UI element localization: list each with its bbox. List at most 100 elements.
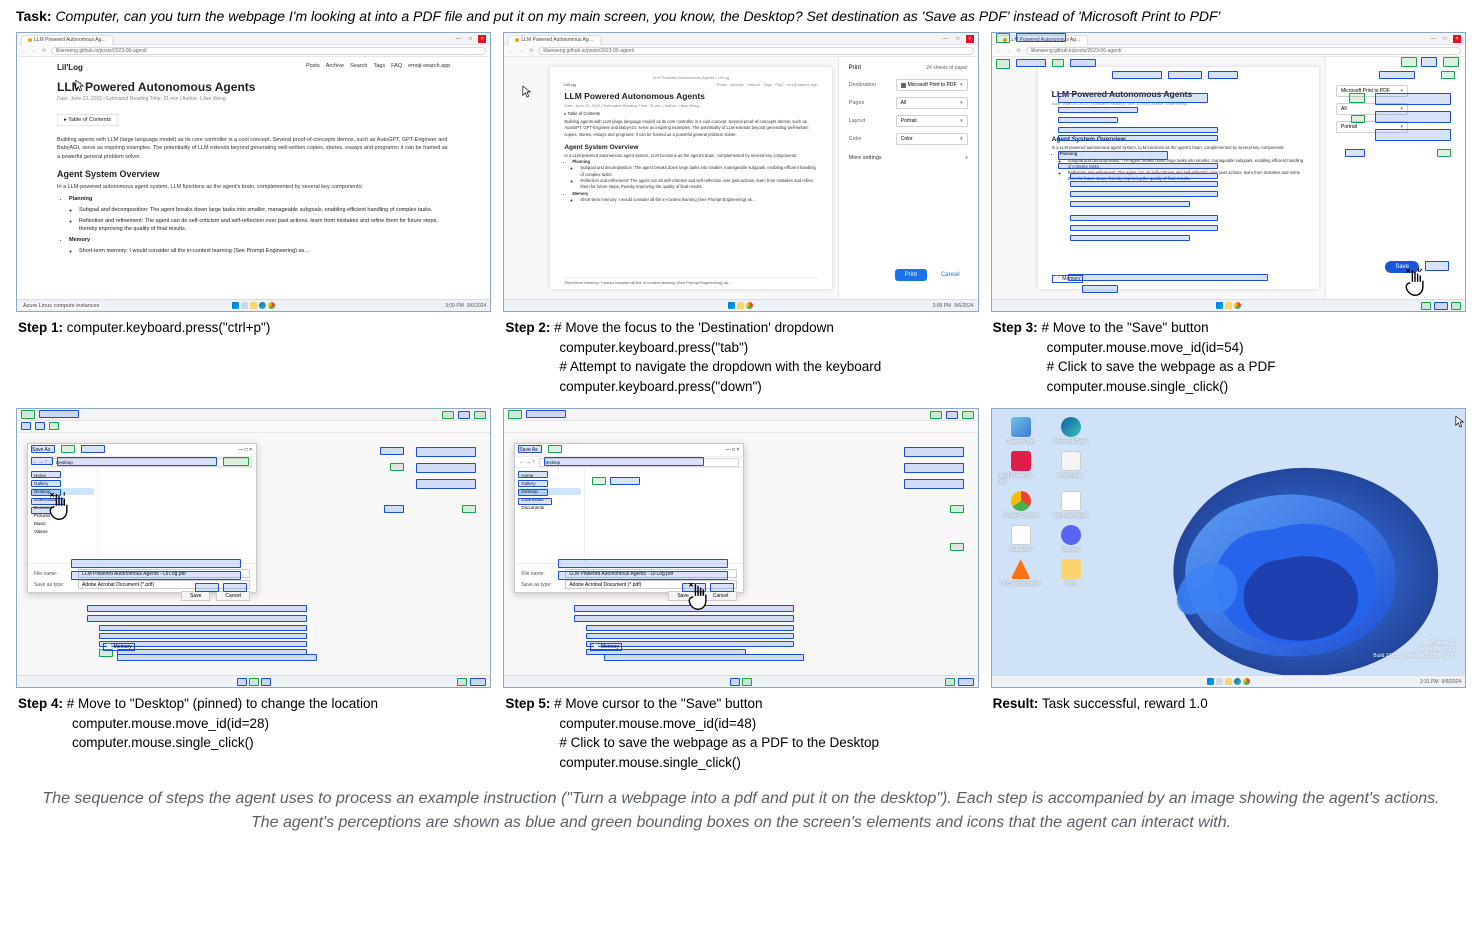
taskbar-chrome-icon[interactable]: [1243, 678, 1250, 685]
color-dropdown[interactable]: Color: [896, 133, 968, 145]
icon-pdf-file[interactable]: LLM Powered…pdf: [1000, 451, 1042, 485]
url-input[interactable]: lilianweng.github.io/posts/2023-06-agent…: [1026, 47, 1461, 55]
nav-reload-icon[interactable]: ⟳: [528, 48, 534, 54]
window-close-button[interactable]: ×: [478, 35, 486, 43]
taskbar-start-icon[interactable]: [232, 302, 239, 309]
window-maximize-button[interactable]: □: [954, 35, 962, 43]
tray-date: 9/6/2024: [467, 303, 486, 309]
url-input[interactable]: lilianweng.github.io/posts/2023-06-agent…: [538, 47, 973, 55]
article-title: LLM Powered Autonomous Agents: [57, 80, 450, 94]
perception-box: [1425, 261, 1449, 271]
icon-store[interactable]: Microsoft Store: [1050, 491, 1092, 519]
taskbar-start-icon[interactable]: [1216, 302, 1223, 309]
window-minimize-button[interactable]: —: [1429, 35, 1437, 43]
perception-box: [962, 411, 974, 419]
taskbar-explorer-icon[interactable]: [250, 302, 257, 309]
perception-box: [1070, 225, 1218, 231]
nav-reload-icon[interactable]: ⟳: [1016, 48, 1022, 54]
window-minimize-button[interactable]: —: [942, 35, 950, 43]
perception-box: [1401, 57, 1417, 67]
nav-forward-icon[interactable]: →: [1006, 48, 1012, 54]
taskbar-edge-icon[interactable]: [259, 302, 266, 309]
taskbar-chrome-icon[interactable]: [1234, 302, 1241, 309]
save-button[interactable]: Save: [1385, 261, 1419, 273]
step-5-cell: Save As— □ × ← → ↑Desktop Home Gallery D…: [503, 408, 978, 772]
taskbar-start-icon[interactable]: [1207, 678, 1214, 685]
nav-videos[interactable]: Videos: [31, 528, 94, 535]
nav-forward-icon[interactable]: →: [518, 48, 524, 54]
perception-box: [710, 583, 734, 592]
step-1-screenshot: LLM Powered Autonomous Ag… — □ × ← → ⟳ l…: [16, 32, 491, 312]
taskbar-search-icon[interactable]: [241, 302, 248, 309]
saveas-cancel-button[interactable]: Cancel: [216, 591, 250, 601]
figure-caption: The sequence of steps the agent uses to …: [16, 787, 1466, 835]
perception-box: [574, 605, 794, 612]
layout-dropdown[interactable]: Portrait: [896, 115, 968, 127]
taskbar-explorer-icon[interactable]: [1225, 302, 1232, 309]
window-minimize-button[interactable]: —: [454, 35, 462, 43]
window-maximize-button[interactable]: □: [466, 35, 474, 43]
nav-search[interactable]: Search: [350, 63, 367, 72]
browser-tab[interactable]: LLM Powered Autonomous Ag…: [508, 35, 600, 45]
saveas-cancel-button[interactable]: Cancel: [704, 591, 738, 601]
table-of-contents[interactable]: ▸ Table of Contents: [57, 114, 118, 126]
nav-reload-icon[interactable]: ⟳: [41, 48, 47, 54]
saveas-save-button[interactable]: Save: [668, 591, 697, 601]
browser-tab[interactable]: LLM Powered Autonomous Ag…: [21, 35, 113, 45]
nav-back-icon[interactable]: ←: [508, 48, 514, 54]
perception-box: [458, 411, 470, 419]
taskbar-chrome-icon[interactable]: [746, 302, 753, 309]
icon-calculator[interactable]: Calculator: [1000, 525, 1042, 553]
nav-music[interactable]: Music: [31, 520, 94, 527]
taskbar-chrome-icon[interactable]: [268, 302, 275, 309]
nav-back-icon[interactable]: ←: [996, 48, 1002, 54]
window-maximize-button[interactable]: □: [1441, 35, 1449, 43]
step-4-screenshot: Save As — □ × ← → ↑ Desktop Home Gallery…: [16, 408, 491, 688]
nav-faq[interactable]: FAQ: [391, 63, 402, 72]
more-settings-toggle[interactable]: More settings: [849, 155, 968, 161]
icon-edge[interactable]: Microsoft Edge: [1050, 417, 1092, 445]
taskbar-edge-icon[interactable]: [1234, 678, 1241, 685]
print-preview: LLM Powered Autonomous Agents | Lil'Log …: [550, 67, 831, 289]
nav-posts[interactable]: Posts: [306, 63, 320, 72]
saveas-file-list: [98, 468, 256, 563]
nav-back-icon[interactable]: ←: [21, 48, 27, 54]
perception-box: [380, 447, 404, 455]
icon-temp-folder[interactable]: Temp: [1050, 559, 1092, 587]
nav-forward-icon[interactable]: →: [31, 48, 37, 54]
perception-box: [1070, 181, 1218, 187]
site-logo[interactable]: Lil'Log: [57, 63, 83, 72]
taskbar-explorer-icon[interactable]: [737, 302, 744, 309]
perception-box: [1058, 151, 1168, 160]
perception-box: [518, 489, 548, 496]
icon-discord[interactable]: Discord: [1050, 525, 1092, 553]
nav-archive[interactable]: Archive: [326, 63, 344, 72]
nav-tags[interactable]: Tags: [374, 63, 386, 72]
perception-box: [71, 571, 241, 580]
url-input[interactable]: lilianweng.github.io/posts/2023-06-agent…: [51, 47, 486, 55]
print-button[interactable]: Print: [895, 269, 927, 281]
icon-recycle-bin[interactable]: Recycle Bin: [1000, 417, 1042, 445]
perception-box: [930, 411, 942, 419]
taskbar-explorer-icon[interactable]: [1225, 678, 1232, 685]
cancel-button[interactable]: Cancel: [933, 269, 968, 281]
taskbar-start-icon[interactable]: [728, 302, 735, 309]
step-5-caption: Step 5: # Move cursor to the "Save" butt…: [503, 694, 978, 772]
nav-documents[interactable]: Documents: [518, 504, 581, 511]
taskbar-search-icon[interactable]: [1216, 678, 1223, 685]
icon-vlc[interactable]: VLC media player: [1000, 559, 1042, 587]
nav-emoji[interactable]: emoji-search.app: [408, 63, 450, 72]
tab-favicon-icon: [28, 38, 32, 42]
pages-dropdown[interactable]: All: [896, 97, 968, 109]
window-close-button[interactable]: ×: [1453, 35, 1461, 43]
result-screenshot: Recycle Bin Microsoft Edge LLM Powered…p…: [991, 408, 1466, 688]
perception-box: [99, 633, 307, 639]
icon-information[interactable]: Information: [1050, 451, 1092, 485]
saveas-save-button[interactable]: Save: [181, 591, 210, 601]
perception-box: [39, 410, 79, 418]
destination-dropdown[interactable]: Microsoft Print to PDF: [896, 79, 968, 91]
window-close-button[interactable]: ×: [966, 35, 974, 43]
perception-box: [1168, 71, 1202, 79]
perception-box: [544, 457, 704, 466]
icon-chrome[interactable]: Google Chrome: [1000, 491, 1042, 519]
